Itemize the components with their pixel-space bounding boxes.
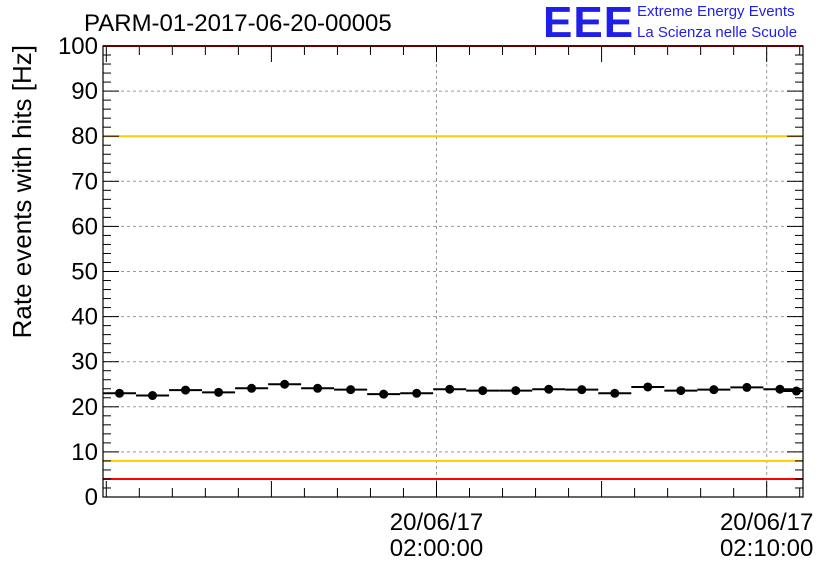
logo-line-2: La Scienza nelle Scuole: [637, 24, 798, 41]
data-point: [148, 391, 158, 401]
y-tick-label: 50: [71, 259, 98, 286]
data-point: [247, 383, 257, 393]
y-tick-label: 60: [71, 213, 98, 240]
data-point: [709, 385, 719, 395]
y-tick-label: 70: [71, 168, 98, 195]
data-point: [115, 388, 125, 398]
y-tick-label: 30: [71, 349, 98, 376]
x-tick-label-date: 20/06/17: [720, 509, 813, 536]
y-tick-label: 100: [58, 33, 98, 60]
data-point: [181, 385, 191, 395]
data-point: [775, 384, 785, 394]
data-point: [280, 379, 290, 389]
x-tick-label-date: 20/06/17: [390, 509, 483, 536]
y-tick-label: 20: [71, 394, 98, 421]
y-tick-label: 10: [71, 439, 98, 466]
chart-title: PARM-01-2017-06-20-00005: [84, 10, 392, 37]
data-point: [577, 385, 587, 395]
grid: [103, 46, 803, 497]
data-point: [445, 384, 455, 394]
data-point: [676, 386, 686, 396]
y-tick-label: 80: [71, 123, 98, 150]
data-point: [511, 386, 521, 396]
logo-line-1: Extreme Energy Events: [637, 3, 795, 20]
y-axis-label: Rate events with hits [Hz]: [7, 45, 37, 338]
data-point: [313, 383, 323, 393]
data-point: [742, 382, 752, 392]
data-point: [544, 384, 554, 394]
data-point: [643, 382, 653, 392]
y-tick-label: 40: [71, 304, 98, 331]
x-tick-label-time: 02:10:00: [720, 535, 813, 562]
data-point: [214, 387, 224, 397]
eee-logo: EEE: [543, 0, 635, 47]
y-tick-label: 90: [71, 78, 98, 105]
axis-labels: 010203040506070809010020/06/1702:00:0020…: [7, 33, 813, 562]
data-point: [791, 386, 801, 396]
data-point: [610, 388, 620, 398]
data-point: [412, 388, 422, 398]
data-point: [379, 389, 389, 399]
data-points: [103, 379, 803, 401]
reference-lines: [103, 45, 803, 480]
x-tick-label-time: 02:00:00: [390, 535, 483, 562]
axis-ticks: [103, 45, 803, 498]
y-tick-label: 0: [85, 484, 98, 511]
data-point: [346, 385, 356, 395]
data-point: [478, 386, 488, 396]
